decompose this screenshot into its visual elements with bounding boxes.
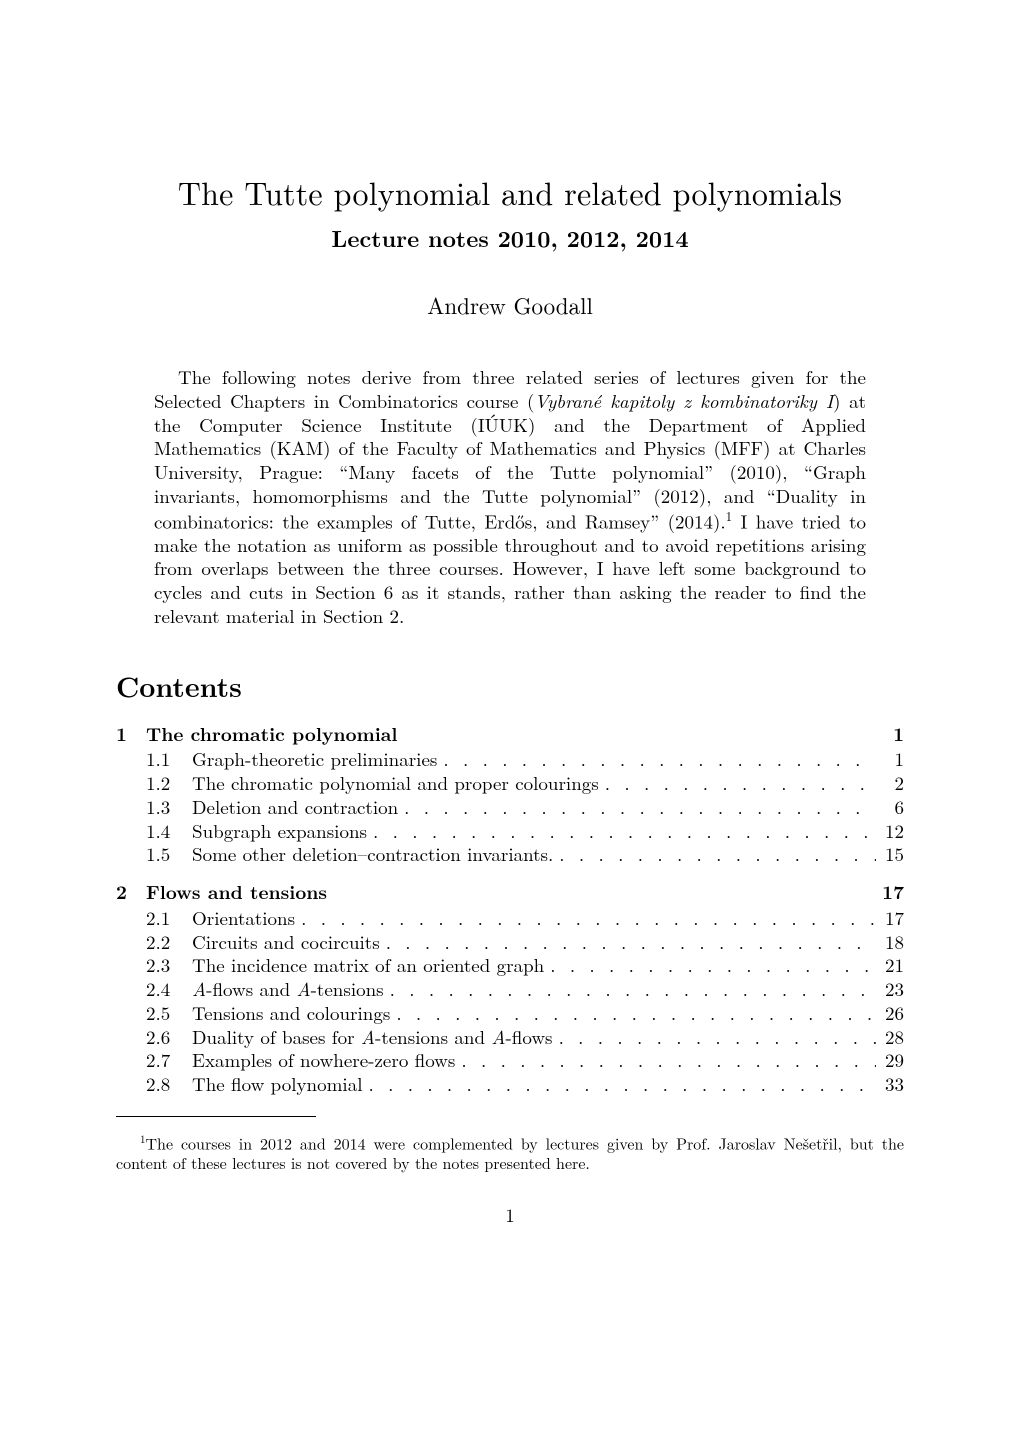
toc-section: 2.2 Circuits and cocircuits . . . . . . … [146,930,904,954]
toc-section-title: Orientations [192,906,295,930]
toc-section: 2.5 Tensions and colourings . . . . . . … [146,1001,904,1025]
toc-chapter-num: 1 [116,722,146,746]
toc-dots: . . . . . . . . . . . . . . . . . . . . … [384,977,876,1001]
toc-section-title: Examples of nowhere-zero flows [192,1048,455,1072]
abstract-paragraph: The following notes derive from three re… [154,365,866,628]
toc-section-page: 21 [876,953,904,977]
toc-section-title: The chromatic polynomial and proper colo… [192,771,599,795]
toc-section-num: 2.5 [146,1001,192,1025]
toc-section-num: 2.6 [146,1025,192,1049]
title-sub: Lecture notes 2010, 2012, 2014 [116,221,904,254]
toc-dots: . . . . . . . . . . . . . . . . . . . . … [455,1048,876,1072]
toc-dots: . . . . . . . . . . . . . . . . . . . . … [553,1025,876,1049]
footnote-1: 1The courses in 2012 and 2014 were compl… [116,1133,904,1173]
toc-chapter: 1 The chromatic polynomial 1 [116,722,904,746]
toc-section: 2.6 Duality of bases for A-tensions and … [146,1025,904,1049]
toc-section-num: 2.1 [146,906,192,930]
toc-section-page: 18 [876,930,904,954]
footnote-text: The courses in 2012 and 2014 were comple… [116,1131,904,1174]
toc-section-title: Graph-theoretic preliminaries [192,747,437,771]
toc-dots: . . . . . . . . . . . . . . . . . . . . … [367,819,876,843]
toc-section-num: 2.3 [146,953,192,977]
toc-section: 2.1 Orientations . . . . . . . . . . . .… [146,906,904,930]
toc-section-num: 1.5 [146,842,192,866]
toc-section-page: 12 [876,819,904,843]
toc-section-page: 26 [876,1001,904,1025]
toc-chapter-num: 2 [116,880,146,904]
toc-section-num: 2.2 [146,930,192,954]
toc-section-title: A-flows and A-tensions [192,977,384,1001]
toc-section-title: Circuits and cocircuits [192,930,380,954]
toc-section-page: 2 [876,771,904,795]
author-name: Andrew Goodall [116,288,904,321]
table-of-contents: 1 The chromatic polynomial 1 1.1 Graph-t… [116,722,904,1096]
toc-section-title: Subgraph expansions [192,819,367,843]
toc-section-num: 2.4 [146,977,192,1001]
toc-dots: . . . . . . . . . . . . . . . . . . . . … [380,930,876,954]
toc-dots: . . . . . . . . . . . . . . . . . . . . … [599,771,876,795]
footnote-rule [116,1116,316,1117]
toc-section: 2.8 The flow polynomial . . . . . . . . … [146,1072,904,1096]
toc-section-page: 29 [876,1048,904,1072]
toc-section: 1.2 The chromatic polynomial and proper … [146,771,904,795]
toc-section: 1.4 Subgraph expansions . . . . . . . . … [146,819,904,843]
toc-dots: . . . . . . . . . . . . . . . . . . . . … [390,1001,876,1025]
page-root: The Tutte polynomial and related polynom… [0,0,1020,1228]
toc-section-num: 2.8 [146,1072,192,1096]
toc-dots: . . . . . . . . . . . . . . . . . . . . … [553,842,876,866]
toc-section: 1.3 Deletion and contraction . . . . . .… [146,795,904,819]
toc-section: 2.4 A-flows and A-tensions . . . . . . .… [146,977,904,1001]
toc-section-page: 23 [876,977,904,1001]
toc-section-num: 2.7 [146,1048,192,1072]
toc-section-page: 1 [876,747,904,771]
toc-section-num: 1.4 [146,819,192,843]
toc-section-title: Tensions and colourings [192,1001,390,1025]
toc-dots: . . . . . . . . . . . . . . . . . . . . … [295,906,876,930]
toc-dots: . . . . . . . . . . . . . . . . . . . . … [363,1072,877,1096]
contents-heading: Contents [116,666,904,706]
toc-chapter: 2 Flows and tensions 17 [116,880,904,904]
toc-section-title: The flow polynomial [192,1072,363,1096]
toc-section-num: 1.1 [146,747,192,771]
toc-dots: . . . . . . . . . . . . . . . . . . . . … [544,953,876,977]
toc-section-page: 28 [876,1025,904,1049]
toc-chapter-page: 17 [876,880,904,904]
toc-section-num: 1.3 [146,795,192,819]
toc-section: 2.7 Examples of nowhere-zero flows . . .… [146,1048,904,1072]
toc-section-title: Duality of bases for A-tensions and A-fl… [192,1025,553,1049]
toc-section-title: The incidence matrix of an oriented grap… [192,953,544,977]
toc-dots: . . . . . . . . . . . . . . . . . . . . … [398,795,876,819]
toc-section-page: 6 [876,795,904,819]
toc-chapter-title: Flows and tensions [146,880,327,904]
toc-chapter-page: 1 [876,722,904,746]
toc-section-page: 33 [876,1072,904,1096]
toc-section-num: 1.2 [146,771,192,795]
toc-dots: . . . . . . . . . . . . . . . . . . . . … [437,747,876,771]
toc-section: 2.3 The incidence matrix of an oriented … [146,953,904,977]
toc-section: 1.1 Graph-theoretic preliminaries . . . … [146,747,904,771]
toc-section-title: Deletion and contraction [192,795,398,819]
page-number: 1 [116,1201,904,1228]
toc-section: 1.5 Some other deletion–contraction inva… [146,842,904,866]
toc-section-page: 17 [876,906,904,930]
toc-chapter-title: The chromatic polynomial [146,722,397,746]
toc-section-title: Some other deletion–contraction invarian… [192,842,553,866]
title-main: The Tutte polynomial and related polynom… [116,170,904,215]
toc-section-page: 15 [876,842,904,866]
